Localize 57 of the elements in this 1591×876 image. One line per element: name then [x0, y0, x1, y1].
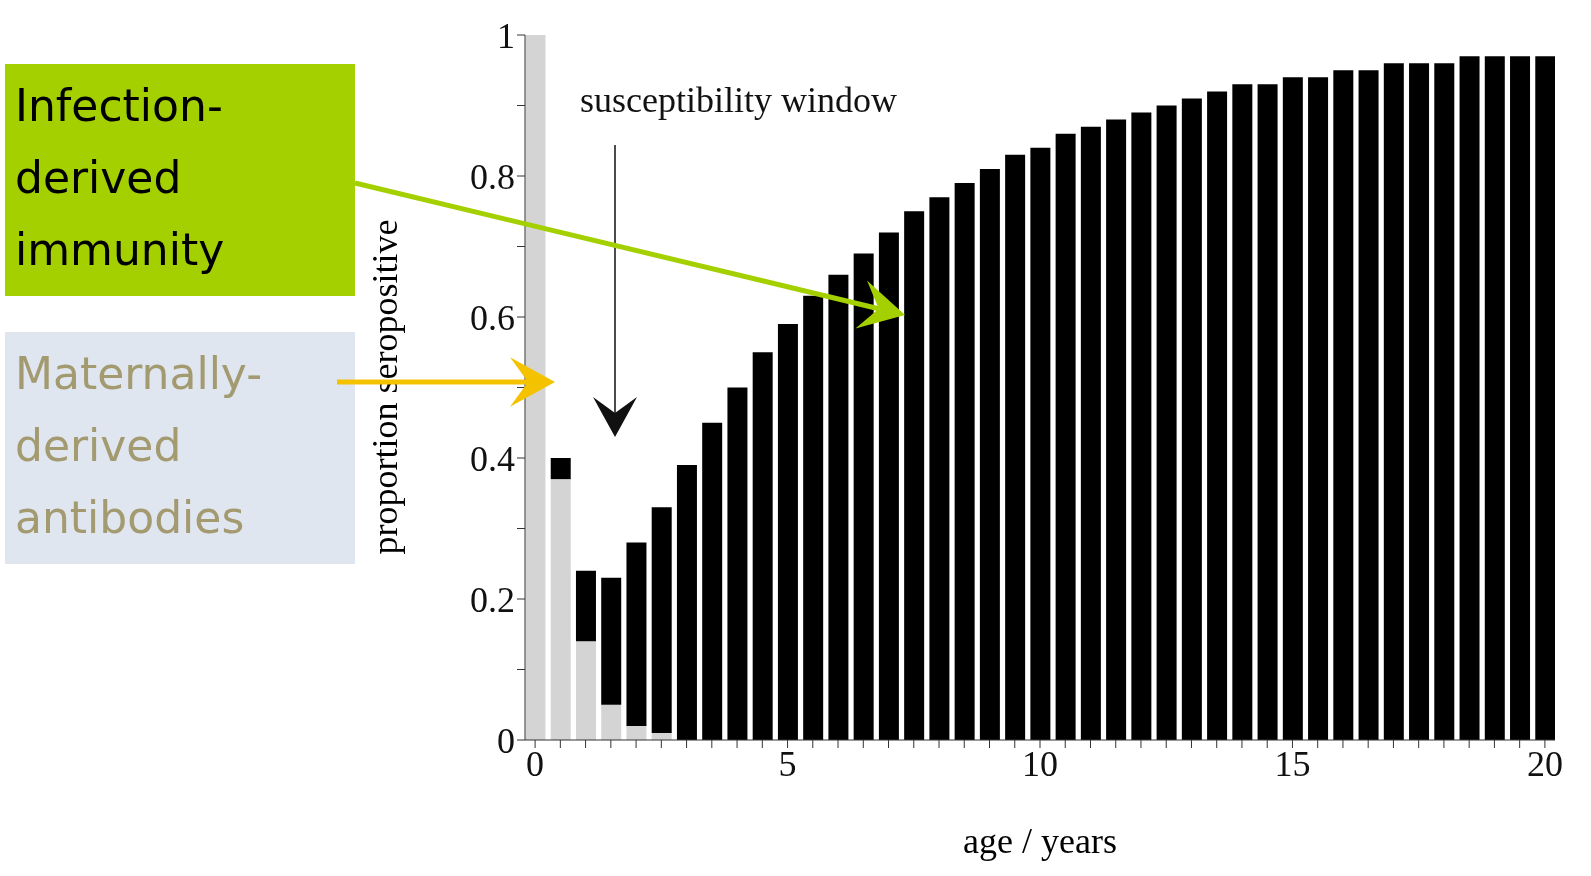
y-tick-label: 0.6: [470, 297, 515, 338]
bar: [929, 197, 950, 740]
y-tick-label: 0.4: [470, 438, 515, 479]
bar: [626, 725, 647, 740]
bar: [1156, 105, 1177, 740]
bar: [1207, 91, 1228, 740]
bar: [601, 577, 622, 705]
bar: [727, 387, 748, 740]
bar: [1434, 63, 1455, 740]
y-tick-label: 1: [497, 15, 515, 56]
bar: [575, 570, 596, 642]
bar: [1055, 133, 1076, 740]
bar: [1232, 84, 1253, 740]
bar: [1383, 63, 1404, 740]
x-axis-title: age / years: [962, 820, 1118, 862]
bar: [954, 183, 975, 740]
bar: [1510, 56, 1531, 740]
bar: [575, 641, 596, 740]
y-tick-label: 0.2: [470, 579, 515, 620]
bar: [1535, 56, 1555, 740]
bar: [550, 479, 571, 740]
bar: [1030, 147, 1051, 740]
bar: [979, 168, 1000, 740]
x-tick-label: 15: [1274, 743, 1311, 784]
y-tick-label: 0.8: [470, 156, 515, 197]
bar: [676, 465, 697, 740]
bar: [1131, 112, 1152, 740]
bar: [1308, 77, 1329, 740]
bar: [1358, 70, 1379, 740]
bar: [1409, 63, 1430, 740]
x-tick-label: 20: [1526, 743, 1563, 784]
bar: [1459, 56, 1480, 740]
bar: [1080, 126, 1101, 740]
bar: [803, 295, 824, 740]
x-tick-label: 5: [778, 743, 797, 784]
bar: [904, 211, 925, 740]
bar: [1106, 119, 1127, 740]
bar: [651, 507, 672, 733]
bar: [777, 324, 798, 740]
x-tick-label: 10: [1022, 743, 1058, 784]
annotation: susceptibility window: [580, 80, 897, 120]
bar: [1257, 84, 1278, 740]
bar: [752, 352, 773, 740]
bar: [1282, 77, 1303, 740]
bar: [626, 542, 647, 726]
bar: [1005, 154, 1026, 740]
bar: [1484, 56, 1505, 740]
y-axis-title: proportion seropositive: [364, 218, 406, 556]
text: Maternally-derived antibodies: [5, 332, 355, 564]
bar: [601, 704, 622, 740]
text: Infection-derived immunity: [5, 64, 355, 296]
bar: [550, 458, 571, 480]
x-tick-label: 0: [526, 743, 545, 784]
bar: [1181, 98, 1202, 740]
bar: [828, 274, 849, 740]
bar: [702, 422, 723, 740]
bar: [1333, 70, 1354, 740]
